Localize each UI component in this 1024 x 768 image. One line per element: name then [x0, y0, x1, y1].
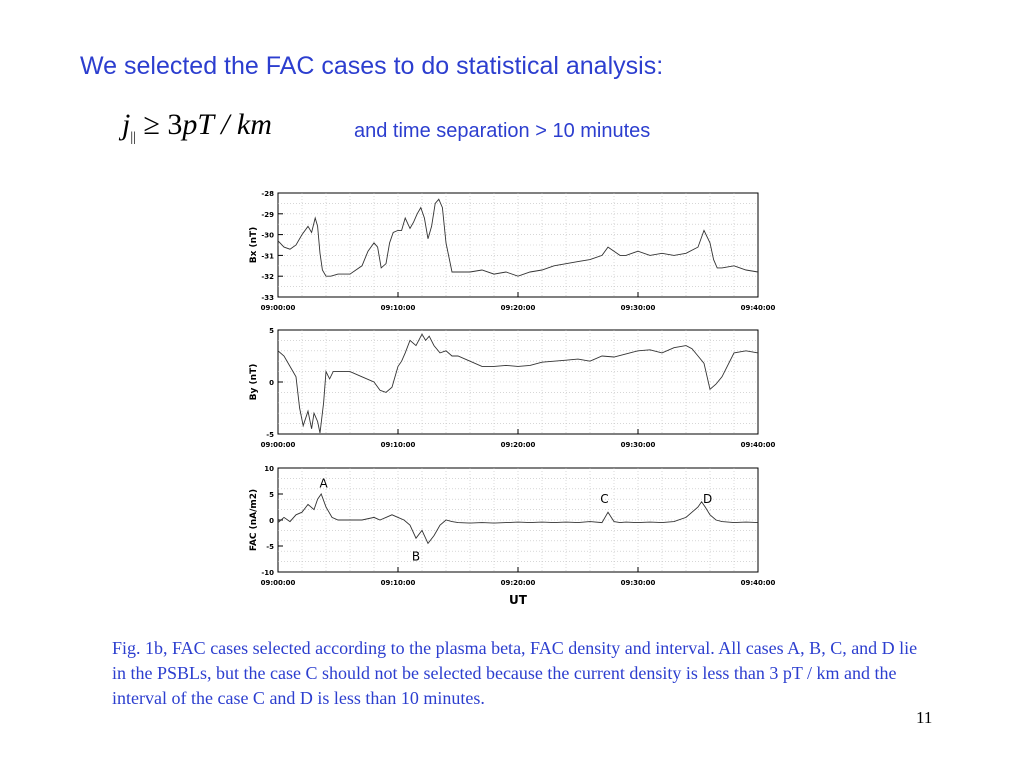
panel3-xtick-label: 09:10:00	[381, 579, 416, 587]
panel3-ylabel: FAC (nA/m2)	[249, 489, 259, 551]
threshold-formula: j|| ≥ 3pT / km	[122, 108, 272, 146]
panel3-series-line	[277, 493, 759, 545]
fac-figure: -28 -29 -30 -31 -32 -33 09:00:00 09:10:00 09:20:…	[240, 180, 800, 615]
panel3-ytick-label: 10	[264, 465, 274, 473]
panel1-ylabel: Bx (nT)	[249, 227, 259, 264]
formula-unit: pT / km	[182, 108, 272, 141]
panel1-ytick-label: -32	[261, 273, 274, 281]
panel2-ytick-label: -5	[266, 431, 274, 439]
panel3-xtick-label: 09:40:00	[741, 579, 776, 587]
page-number: 11	[916, 708, 933, 727]
panel3-ytick-label: -10	[261, 569, 274, 577]
panel1-ytick-label: -31	[261, 252, 274, 260]
panel1-series-line	[277, 198, 759, 277]
panel2-ytick-label: 5	[269, 327, 274, 335]
panel1-xtick-label: 09:20:00	[501, 304, 536, 312]
slide-heading: We selected the FAC cases to do statisti…	[80, 52, 664, 80]
panel2-series-line	[277, 333, 759, 434]
panel1-ytick-label: -30	[261, 232, 274, 240]
panel1-ytick-label: -33	[261, 294, 274, 302]
formula-subscript: ||	[130, 130, 136, 145]
panel1-ytick-label: -29	[261, 211, 274, 219]
panel3-annotation-b: B	[412, 549, 420, 563]
panel3-ytick-label: -5	[266, 543, 274, 551]
figure-caption: Fig. 1b, FAC cases selected according to…	[112, 638, 918, 708]
panel1-xtick-label: 09:40:00	[741, 304, 776, 312]
panel1-xtick-label: 09:10:00	[381, 304, 416, 312]
panel3-ytick-label: 0	[269, 517, 274, 525]
panel2-ytick-label: 0	[269, 379, 274, 387]
time-separation-condition: and time separation > 10 minutes	[354, 120, 651, 142]
panel2-xtick-label: 09:30:00	[621, 441, 656, 449]
panel3-annotation-c: C	[600, 492, 608, 506]
panel2-xtick-label: 09:00:00	[261, 441, 296, 449]
panel1-xtick-label: 09:30:00	[621, 304, 656, 312]
panel3-xtick-label: 09:00:00	[261, 579, 296, 587]
formula-relation: ≥	[143, 108, 160, 141]
formula-value: 3	[167, 108, 183, 141]
panel2-xtick-label: 09:20:00	[501, 441, 536, 449]
panel1-xtick-label: 09:00:00	[261, 304, 296, 312]
panel3-xlabel: UT	[509, 593, 528, 607]
panel2-xtick-label: 09:10:00	[381, 441, 416, 449]
panel2-xtick-label: 09:40:00	[741, 441, 776, 449]
stacked-charts: -28 -29 -30 -31 -32 -33 09:00:00 09:10:00 09:20:…	[249, 190, 776, 607]
panel3-xtick-label: 09:20:00	[501, 579, 536, 587]
panel3-annotation-d: D	[703, 492, 712, 506]
panel3-ytick-label: 5	[269, 491, 274, 499]
panel1-ytick-label: -28	[261, 190, 274, 198]
panel3-annotation-a: A	[319, 477, 328, 491]
formula-variable: j	[122, 108, 131, 141]
panel3-xtick-label: 09:30:00	[621, 579, 656, 587]
panel2-ylabel: By (nT)	[249, 364, 259, 401]
